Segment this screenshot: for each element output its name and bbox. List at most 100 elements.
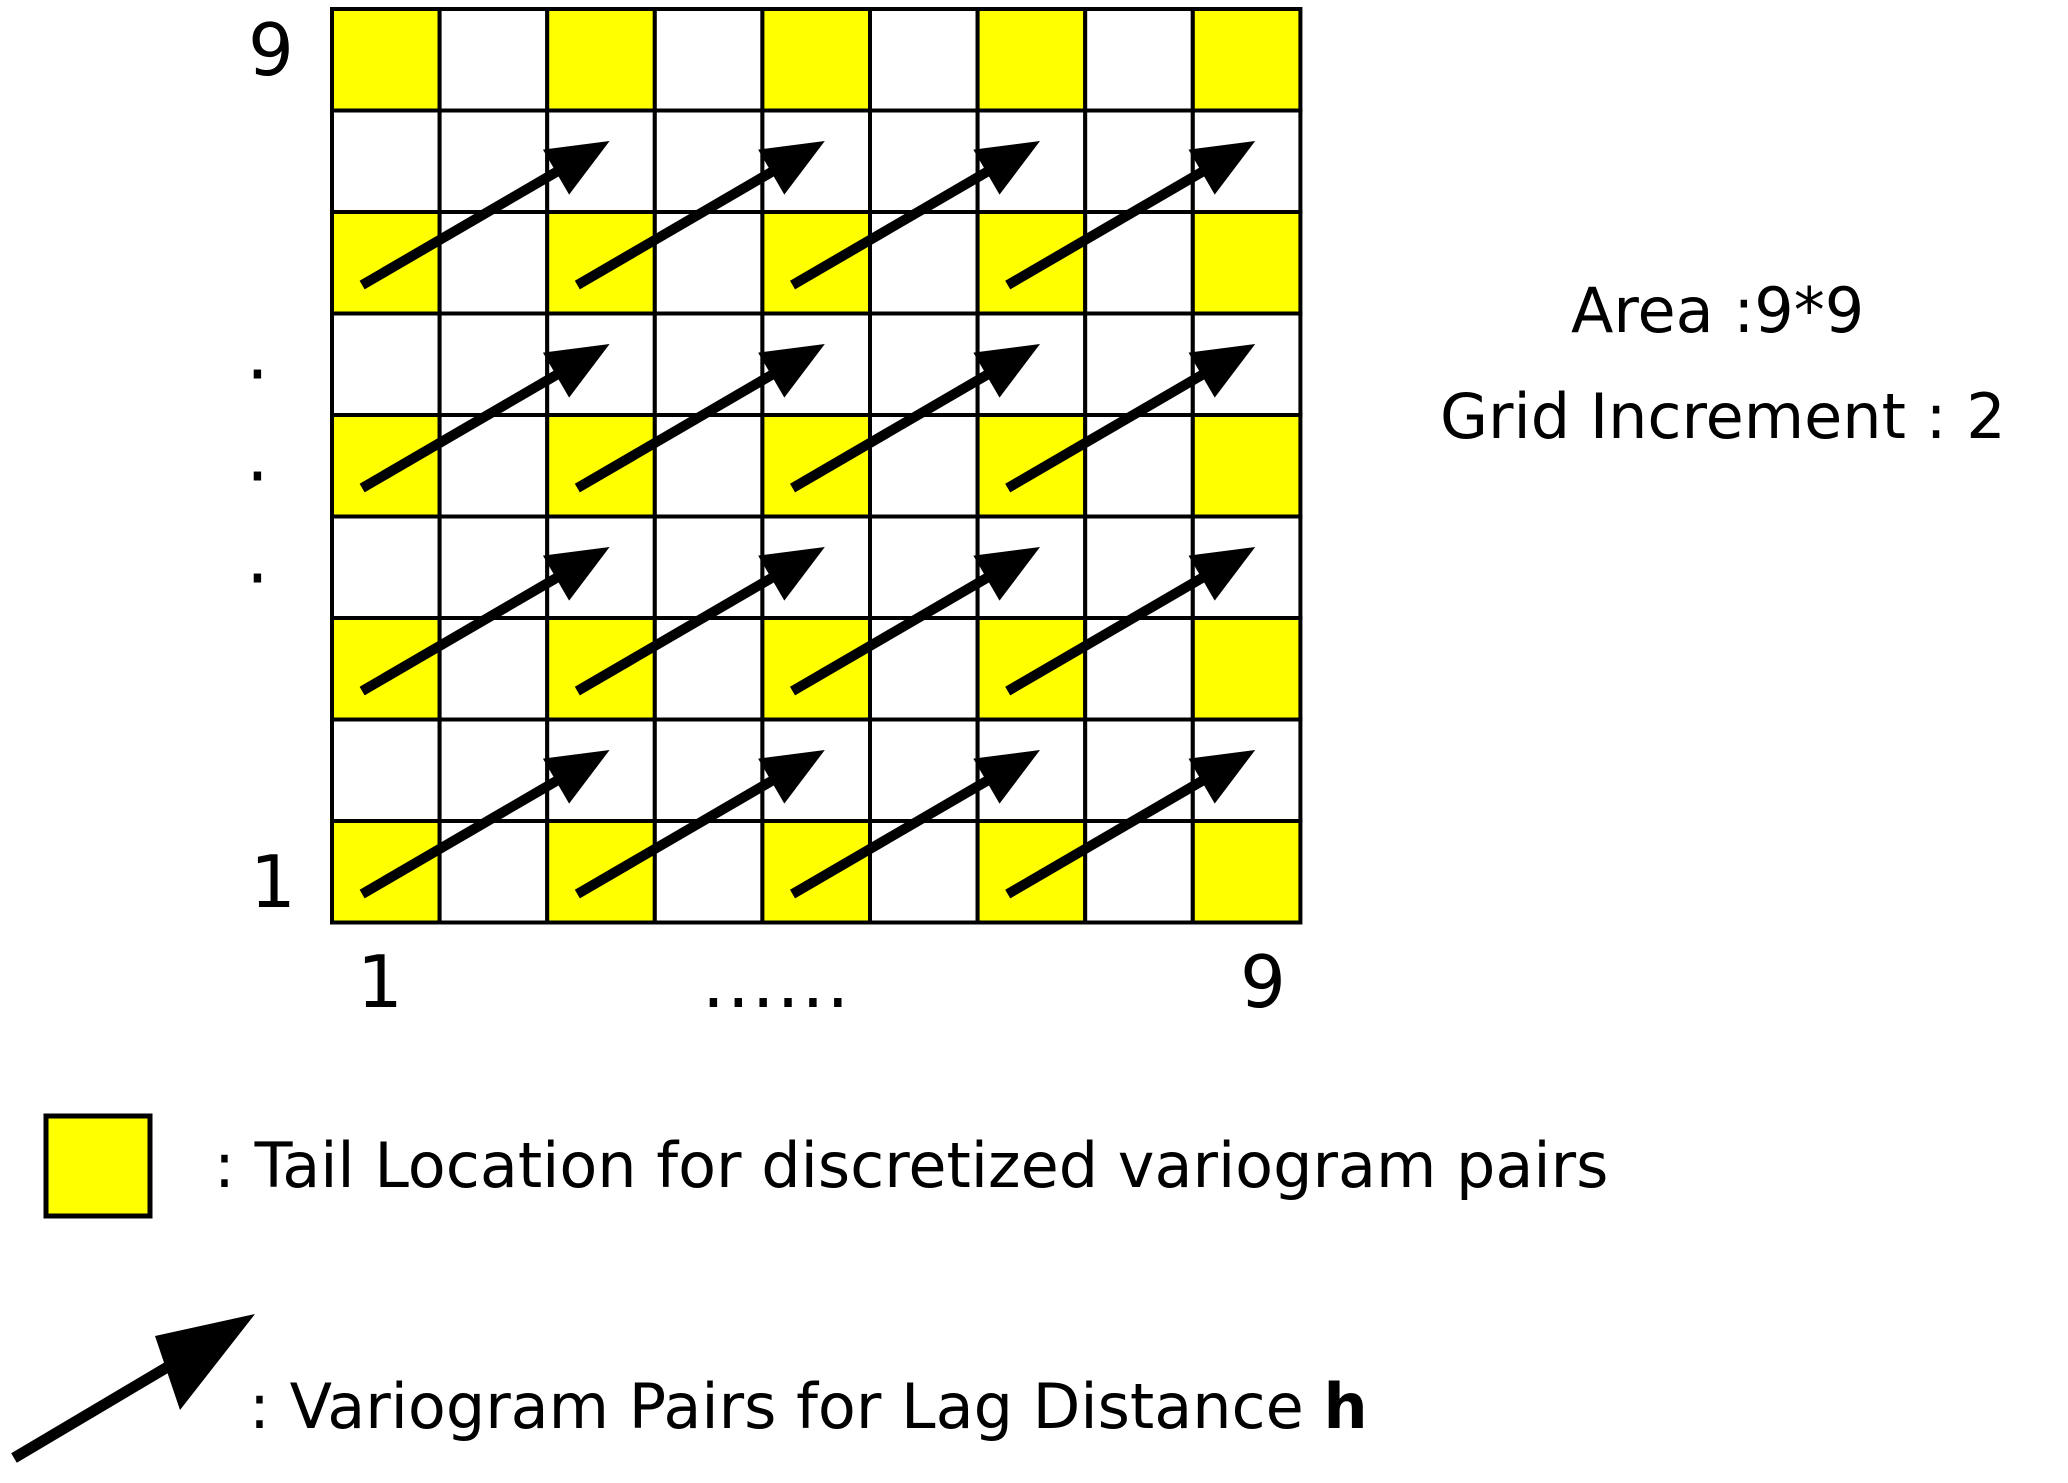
- y-axis-dot-2: ·: [246, 434, 269, 518]
- variogram-pair-arrow: [574, 343, 825, 493]
- arrow-shaft: [790, 569, 996, 696]
- grid-cell: [330, 717, 442, 823]
- arrow-shaft: [790, 772, 996, 899]
- legend-pairs-text: : Variogram Pairs for Lag Distance: [249, 1370, 1324, 1443]
- grid-cell: [652, 7, 765, 113]
- x-axis-ellipsis: ......: [702, 940, 852, 1024]
- legend-tail-text: : Tail Location for discretized variogra…: [214, 1129, 1609, 1202]
- arrow-head: [542, 749, 610, 804]
- arrow-shaft: [359, 569, 566, 696]
- y-axis-dot-1: ·: [246, 332, 269, 416]
- grid-cell: [652, 108, 765, 214]
- variogram-pair-arrow: [1005, 546, 1256, 696]
- arrow-shaft: [574, 163, 781, 290]
- grid-cell: [1083, 717, 1195, 823]
- arrow-head: [758, 140, 825, 195]
- arrow-head: [973, 546, 1041, 601]
- variogram-pair-arrow: [574, 546, 825, 696]
- grid-cell: [1083, 514, 1195, 620]
- tail-location-cell: [1190, 616, 1303, 722]
- area-info: Area :9*9: [1571, 274, 1865, 347]
- tail-location-cell: [975, 210, 1088, 316]
- grid-cell: [1083, 7, 1195, 113]
- arrow-shaft: [790, 163, 996, 290]
- variogram-pair-arrow: [359, 749, 610, 899]
- arrow-head: [1188, 343, 1256, 398]
- arrow-shaft: [1005, 163, 1212, 290]
- tail-location-cell: [975, 7, 1088, 113]
- variogram-pair-arrow: [574, 140, 825, 290]
- x-axis-label-left: 1: [357, 940, 403, 1024]
- tail-location-cell: [1190, 210, 1303, 316]
- arrow-head: [1188, 749, 1256, 804]
- arrow-head: [973, 749, 1041, 804]
- variogram-pair-arrow: [1005, 140, 1256, 290]
- grid-cell: [437, 311, 550, 417]
- variogram-pair-arrow: [1005, 749, 1256, 899]
- arrow-head: [758, 546, 825, 601]
- variogram-pair-arrow: [359, 546, 610, 696]
- grid-cell: [1190, 717, 1303, 823]
- legend-pair-arrow-icon: [11, 1314, 255, 1463]
- variogram-pair-arrow: [1005, 343, 1256, 493]
- arrow-shaft: [574, 569, 781, 696]
- legend-tail-swatch: [43, 1113, 153, 1219]
- tail-location-cell: [1190, 413, 1303, 519]
- grid-cell: [868, 7, 980, 113]
- y-axis-label-bottom: 1: [250, 840, 296, 924]
- grid-cell: [330, 311, 442, 417]
- tail-location-cell: [330, 7, 442, 113]
- arrow-head: [758, 749, 825, 804]
- grid-cell: [437, 108, 550, 214]
- grid-cell: [330, 108, 442, 214]
- tail-location-cell: [1190, 7, 1303, 113]
- arrow-head: [758, 343, 825, 398]
- arrow-shaft: [1005, 366, 1212, 493]
- tail-location-cell: [975, 819, 1088, 925]
- arrow-shaft: [574, 772, 781, 899]
- x-axis-label-right: 9: [1240, 940, 1286, 1024]
- arrow-head: [1188, 546, 1256, 601]
- grid-cell: [437, 717, 550, 823]
- arrow-head: [542, 343, 610, 398]
- grid-cell: [1083, 108, 1195, 214]
- arrow-shaft: [359, 163, 566, 290]
- tail-location-cell: [330, 210, 442, 316]
- arrow-shaft: [359, 366, 566, 493]
- variogram-pair-arrow: [790, 140, 1041, 290]
- grid-increment-info: Grid Increment : 2: [1440, 380, 2006, 453]
- tail-location-cell: [330, 819, 442, 925]
- tail-location-cell: [545, 819, 657, 925]
- arrow-head: [1188, 140, 1256, 195]
- tail-location-cell: [760, 413, 873, 519]
- grid-cell: [868, 514, 980, 620]
- arrow-shaft: [1005, 772, 1212, 899]
- arrow-shaft: [1005, 569, 1212, 696]
- variogram-pair-arrows: [359, 140, 1256, 899]
- y-axis-dot-3: ·: [246, 536, 269, 620]
- arrow-head: [973, 140, 1041, 195]
- grid-cell: [652, 514, 765, 620]
- grid-cell: [1083, 311, 1195, 417]
- tail-location-cell: [975, 413, 1088, 519]
- lag-distance-symbol: h: [1323, 1370, 1368, 1443]
- arrow-head: [542, 546, 610, 601]
- arrow-shaft: [574, 366, 781, 493]
- variogram-pair-arrow: [790, 749, 1041, 899]
- grid-cell: [868, 717, 980, 823]
- tail-location-cell: [760, 616, 873, 722]
- tail-location-cell: [330, 616, 442, 722]
- grid-cell: [868, 108, 980, 214]
- arrow-head: [542, 140, 610, 195]
- tail-location-cell: [545, 210, 657, 316]
- grid-cell: [437, 514, 550, 620]
- arrow-shaft: [790, 366, 996, 493]
- variogram-pair-arrow: [790, 546, 1041, 696]
- tail-location-cell: [330, 413, 442, 519]
- variogram-pair-arrow: [359, 140, 610, 290]
- tail-location-cell: [760, 210, 873, 316]
- variogram-pair-arrow: [574, 749, 825, 899]
- tail-location-cell: [545, 7, 657, 113]
- y-axis-label-top: 9: [248, 8, 294, 92]
